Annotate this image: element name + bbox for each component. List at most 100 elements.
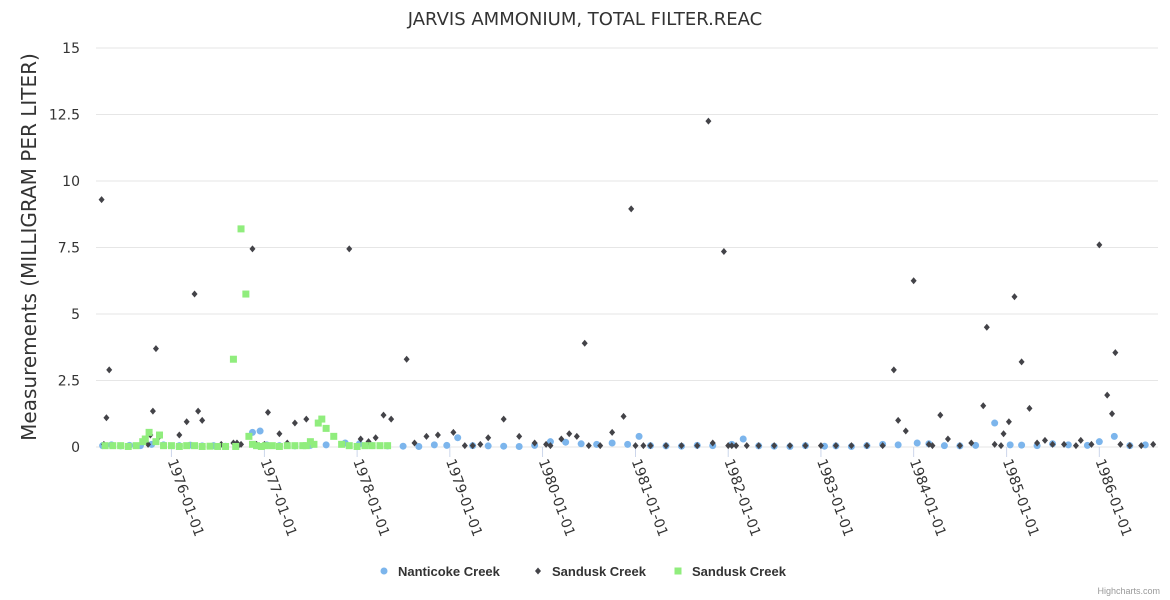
- data-point[interactable]: [261, 442, 269, 450]
- data-point[interactable]: [980, 402, 987, 410]
- data-point[interactable]: [1006, 441, 1014, 449]
- data-point[interactable]: [910, 277, 917, 285]
- data-point[interactable]: [1000, 430, 1007, 438]
- data-point[interactable]: [368, 442, 376, 450]
- data-point[interactable]: [195, 407, 202, 415]
- data-point[interactable]: [1126, 442, 1133, 450]
- data-point[interactable]: [1088, 440, 1095, 448]
- data-point[interactable]: [581, 339, 588, 347]
- data-point[interactable]: [384, 442, 392, 450]
- data-point[interactable]: [450, 428, 457, 436]
- data-point[interactable]: [242, 290, 250, 298]
- data-point[interactable]: [743, 442, 750, 450]
- data-point[interactable]: [152, 345, 159, 353]
- data-point[interactable]: [248, 440, 256, 448]
- data-point[interactable]: [245, 432, 253, 440]
- data-point[interactable]: [345, 442, 353, 450]
- data-point[interactable]: [132, 442, 140, 450]
- data-point[interactable]: [577, 440, 585, 448]
- data-point[interactable]: [705, 117, 712, 125]
- data-point[interactable]: [944, 435, 951, 443]
- data-point[interactable]: [275, 442, 283, 450]
- data-point[interactable]: [647, 442, 654, 450]
- data-point[interactable]: [346, 245, 353, 253]
- data-point[interactable]: [461, 442, 468, 450]
- data-point[interactable]: [972, 441, 980, 449]
- data-point[interactable]: [739, 435, 747, 443]
- data-point[interactable]: [423, 432, 430, 440]
- data-point[interactable]: [894, 441, 902, 449]
- data-point[interactable]: [353, 442, 361, 450]
- data-point[interactable]: [376, 442, 384, 450]
- data-point[interactable]: [678, 442, 685, 450]
- data-point[interactable]: [291, 419, 298, 427]
- data-point[interactable]: [755, 442, 762, 450]
- data-point[interactable]: [1095, 438, 1103, 446]
- data-point[interactable]: [733, 442, 740, 450]
- data-point[interactable]: [160, 442, 168, 450]
- data-point[interactable]: [573, 432, 580, 440]
- data-point[interactable]: [1018, 441, 1026, 449]
- data-point[interactable]: [191, 442, 199, 450]
- data-point[interactable]: [380, 411, 387, 419]
- data-point[interactable]: [1011, 293, 1018, 301]
- data-point[interactable]: [183, 442, 191, 450]
- data-point[interactable]: [399, 442, 407, 450]
- data-point[interactable]: [314, 419, 322, 427]
- data-point[interactable]: [1018, 358, 1025, 366]
- data-point[interactable]: [983, 323, 990, 331]
- data-point[interactable]: [249, 245, 256, 253]
- data-point[interactable]: [515, 442, 523, 450]
- data-point[interactable]: [609, 428, 616, 436]
- legend-item[interactable]: Sandusk Creek: [674, 564, 787, 579]
- data-point[interactable]: [531, 439, 538, 447]
- legend-symbol[interactable]: [380, 567, 388, 575]
- data-point[interactable]: [141, 435, 149, 443]
- data-point[interactable]: [469, 442, 476, 450]
- data-point[interactable]: [940, 442, 948, 450]
- data-point[interactable]: [318, 415, 326, 423]
- data-point[interactable]: [937, 411, 944, 419]
- data-point[interactable]: [890, 366, 897, 374]
- data-point[interactable]: [991, 419, 999, 427]
- legend-item[interactable]: Sandusk Creek: [535, 564, 647, 579]
- data-point[interactable]: [597, 442, 604, 450]
- data-point[interactable]: [956, 442, 963, 450]
- data-point[interactable]: [709, 439, 716, 447]
- data-point[interactable]: [306, 438, 314, 446]
- data-point[interactable]: [1104, 391, 1111, 399]
- data-point[interactable]: [694, 442, 701, 450]
- legend-label[interactable]: Sandusk Creek: [552, 564, 647, 579]
- legend[interactable]: Nanticoke Creek Sandusk Creek Sandusk Cree…: [380, 564, 787, 579]
- data-point[interactable]: [443, 441, 451, 449]
- data-point[interactable]: [302, 442, 310, 450]
- data-point[interactable]: [103, 414, 110, 422]
- data-point[interactable]: [848, 442, 855, 450]
- data-point[interactable]: [361, 442, 369, 450]
- data-point[interactable]: [1064, 441, 1072, 449]
- data-point[interactable]: [720, 247, 727, 255]
- data-point[interactable]: [879, 442, 886, 450]
- data-point[interactable]: [214, 442, 222, 450]
- data-point[interactable]: [430, 441, 438, 449]
- data-point[interactable]: [117, 442, 125, 450]
- data-point[interactable]: [98, 196, 105, 204]
- credits-link[interactable]: Highcharts.com: [1097, 586, 1160, 596]
- data-point[interactable]: [253, 442, 261, 450]
- data-point[interactable]: [477, 440, 484, 448]
- data-point[interactable]: [291, 442, 299, 450]
- data-point[interactable]: [454, 434, 462, 442]
- legend-item[interactable]: Nanticoke Creek: [380, 564, 501, 579]
- data-point[interactable]: [725, 442, 732, 450]
- data-point[interactable]: [156, 431, 164, 439]
- data-point[interactable]: [149, 407, 156, 415]
- data-point[interactable]: [237, 225, 245, 233]
- data-point[interactable]: [608, 439, 616, 447]
- data-point[interactable]: [500, 415, 507, 423]
- data-point[interactable]: [283, 442, 291, 450]
- data-point[interactable]: [863, 442, 870, 450]
- data-point[interactable]: [562, 438, 570, 446]
- data-point[interactable]: [1026, 404, 1033, 412]
- data-point[interactable]: [1041, 436, 1048, 444]
- data-point[interactable]: [620, 412, 627, 420]
